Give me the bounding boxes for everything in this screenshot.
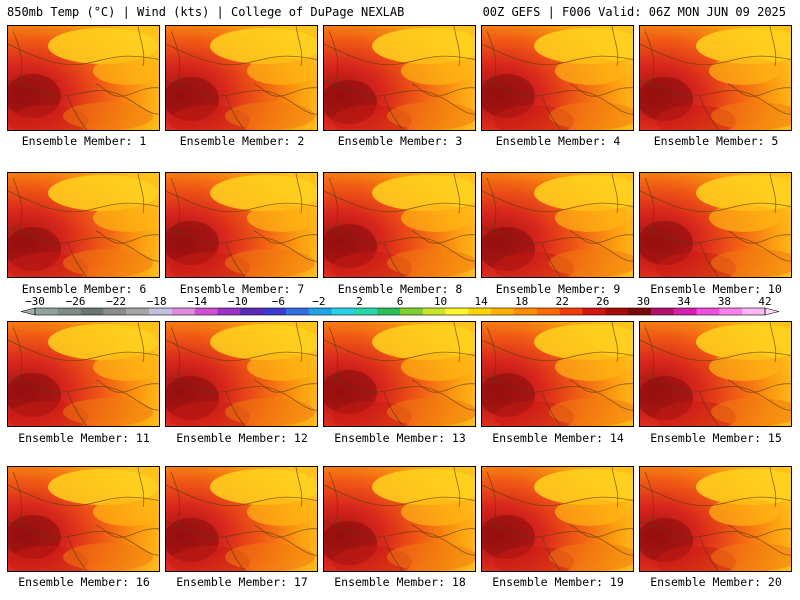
colorbar-tick-label: 14 [474,295,488,308]
colorbar-tick-label: −30 [25,295,45,308]
colorbar-swatch [57,308,82,315]
ensemble-member-label: Ensemble Member: 15 [650,431,782,445]
colorbar-swatch [217,308,241,315]
colorbar-swatch [149,308,173,315]
ensemble-member-label: Ensemble Member: 20 [650,575,782,589]
ensemble-member-map [7,172,160,278]
ensemble-member-label: Ensemble Member: 10 [650,282,782,296]
ensemble-member-map [481,25,634,131]
ensemble-member-label: Ensemble Member: 7 [179,282,305,296]
colorbar-swatch [35,308,59,315]
ensemble-member-map [165,321,318,427]
ensemble-member-map [323,172,476,278]
colorbar-tick-label: 42 [758,295,771,308]
colorbar-swatch [491,308,515,315]
ensemble-member-map [481,172,634,278]
colorbar-tick-label: 30 [637,295,650,308]
colorbar-swatch [514,308,538,315]
colorbar-swatch [422,308,447,315]
colorbar-min-arrow [20,307,36,316]
colorbar-tick-label: 22 [556,295,569,308]
ensemble-member-map [323,25,476,131]
colorbar-tick-label: 38 [718,295,731,308]
run-info: 00Z GEFS | F006 Valid: 06Z MON JUN 09 20… [482,5,786,19]
ensemble-member-label: Ensemble Member: 19 [492,575,624,589]
ensemble-member-map [323,466,476,572]
colorbar-swatch [400,308,424,315]
colorbar-swatch [331,308,355,315]
ensemble-member-label: Ensemble Member: 3 [337,134,463,148]
ensemble-member-label: Ensemble Member: 5 [653,134,779,148]
colorbar-swatch [445,308,469,315]
ensemble-member-map [481,321,634,427]
colorbar-tick-label: −22 [106,295,126,308]
colorbar-tick-label: −14 [187,295,207,308]
colorbar-swatch [103,308,127,315]
colorbar-swatch [650,308,675,315]
ensemble-member-label: Ensemble Member: 4 [495,134,621,148]
ensemble-member-map [7,321,160,427]
temperature-colorbar: −30 −26 −22 −18 −14 −10 −6 −2 2 6 10 14 18 22 26 30 34 38… [20,295,780,316]
colorbar-swatch [742,308,766,315]
ensemble-member-map [7,25,160,131]
colorbar-swatch [126,308,150,315]
ensemble-member-label: Ensemble Member: 17 [176,575,308,589]
ensemble-member-map [165,466,318,572]
ensemble-member-map [165,172,318,278]
colorbar-tick-label: 2 [356,295,363,308]
ensemble-member-label: Ensemble Member: 11 [18,431,150,445]
colorbar-swatch [559,308,583,315]
ensemble-member-label: Ensemble Member: 2 [179,134,305,148]
colorbar-swatch [719,308,743,315]
colorbar-tick-label: 34 [677,295,691,308]
colorbar-swatch [194,308,218,315]
colorbar-tick-label: −18 [147,295,167,308]
ensemble-member-map [639,25,792,131]
ensemble-member-label: Ensemble Member: 6 [21,282,147,296]
ensemble-member-label: Ensemble Member: 8 [337,282,463,296]
ensemble-member-label: Ensemble Member: 14 [492,431,624,445]
ensemble-member-label: Ensemble Member: 12 [176,431,308,445]
colorbar-tick-label: 18 [515,295,528,308]
ensemble-member-label: Ensemble Member: 1 [21,134,147,148]
ensemble-member-map [323,321,476,427]
colorbar-swatch [582,308,606,315]
ensemble-member-label: Ensemble Member: 13 [334,431,466,445]
colorbar-swatch [468,308,492,315]
colorbar-tick-label: −2 [312,295,325,308]
ensemble-member-map [165,25,318,131]
colorbar-swatch [263,308,287,315]
ensemble-member-map [639,172,792,278]
colorbar-tick-label: 6 [397,295,404,308]
ensemble-member-label: Ensemble Member: 9 [495,282,621,296]
ensemble-member-label: Ensemble Member: 16 [18,575,150,589]
colorbar-swatch [628,308,652,315]
ensemble-member-label: Ensemble Member: 18 [334,575,466,589]
colorbar-swatch [536,308,561,315]
colorbar-swatch [308,308,333,315]
colorbar-swatch [673,308,698,315]
colorbar-max-arrow [764,307,780,316]
colorbar-swatch [285,308,310,315]
ensemble-member-map [639,466,792,572]
colorbar-tick-label: 26 [596,295,609,308]
colorbar-swatch [171,308,196,315]
colorbar-swatch [605,308,629,315]
colorbar-tick-label: −10 [228,295,248,308]
colorbar-swatch [80,308,104,315]
ensemble-member-map [639,321,792,427]
colorbar-swatch [377,308,401,315]
colorbar-tick-label: −26 [66,295,86,308]
ensemble-member-map [7,466,160,572]
colorbar-swatch [696,308,720,315]
colorbar-tick-label: −6 [272,295,285,308]
colorbar-swatch [354,308,378,315]
chart-title: 850mb Temp (°C) | Wind (kts) | College o… [7,5,405,19]
ensemble-member-map [481,466,634,572]
colorbar-swatch [240,308,264,315]
colorbar-tick-label: 10 [434,295,447,308]
